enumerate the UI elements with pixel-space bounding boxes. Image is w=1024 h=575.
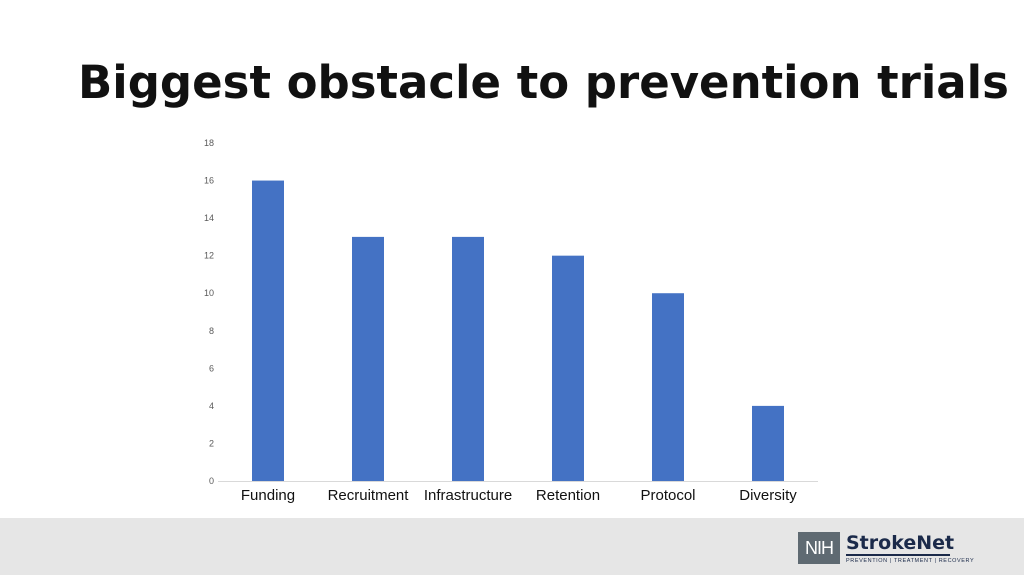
x-tick-label-recruitment: Recruitment — [328, 487, 410, 504]
logo-name: StrokeNet — [846, 531, 955, 554]
bar-chart: 0 2 4 6 8 10 12 14 16 18 Funding Recruitment Infras… — [204, 138, 818, 504]
y-tick-label: 0 — [209, 476, 214, 486]
bar-funding — [252, 180, 284, 482]
logo-text: StrokeNet PREVENTION | TREATMENT | RECOV… — [846, 533, 974, 564]
x-tick-label-retention: Retention — [536, 487, 600, 504]
x-tick-label-funding: Funding — [241, 487, 295, 504]
bar-infrastructure — [452, 236, 484, 481]
y-tick-label: 18 — [204, 138, 214, 148]
bars — [252, 180, 784, 482]
y-tick-label: 14 — [204, 213, 214, 223]
nih-logo-mark: NIH — [798, 532, 840, 564]
y-tick-label: 10 — [204, 288, 214, 298]
y-tick-label: 6 — [209, 363, 214, 373]
bar-diversity — [752, 405, 784, 481]
logo-divider — [846, 553, 950, 556]
y-tick-label: 16 — [204, 176, 214, 186]
y-tick-label: 8 — [209, 326, 214, 336]
y-tick-label: 4 — [209, 401, 214, 411]
y-axis-ticks: 0 2 4 6 8 10 12 14 16 18 — [204, 138, 214, 486]
bar-protocol — [652, 293, 684, 481]
bar-retention — [552, 255, 584, 481]
x-tick-label-diversity: Diversity — [739, 487, 797, 504]
logo-tagline: PREVENTION | TREATMENT | RECOVERY — [846, 557, 975, 564]
slide-title: Biggest obstacle to prevention trials — [78, 56, 1009, 109]
footer-bar — [0, 518, 1024, 575]
x-tick-label-protocol: Protocol — [640, 487, 695, 504]
bar-recruitment — [352, 236, 384, 481]
x-axis-labels: Funding Recruitment Infrastructure Retentio… — [241, 487, 797, 504]
x-tick-label-infrastructure: Infrastructure — [424, 487, 512, 504]
nih-strokenet-logo: NIH StrokeNet PREVENTION | TREATMENT | R… — [798, 532, 974, 564]
y-tick-label: 2 — [209, 438, 214, 448]
y-tick-label: 12 — [204, 251, 214, 261]
